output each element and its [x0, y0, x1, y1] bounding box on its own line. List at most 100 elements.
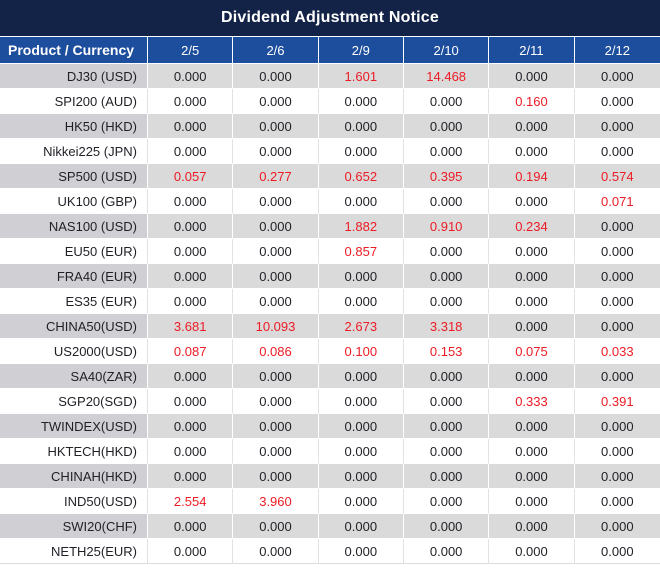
value-cell: 0.000 [574, 514, 660, 539]
value-cell: 0.000 [148, 89, 234, 114]
value-cell: 3.318 [403, 314, 490, 339]
value-cell: 0.000 [574, 139, 660, 164]
value-cell: 0.000 [233, 389, 319, 414]
table-row: CHINA50(USD) 3.681 10.093 2.673 3.318 0.000 0… [0, 314, 660, 339]
value-cell: 0.000 [233, 539, 319, 564]
value-cell: 0.000 [489, 414, 575, 439]
table-row: NETH25(EUR) 0.000 0.000 0.000 0.000 0.000 0.0… [0, 539, 660, 564]
value-cell: 0.000 [403, 514, 490, 539]
value-cell: 0.333 [489, 389, 575, 414]
value-cell: 0.000 [574, 89, 660, 114]
table-row: Nikkei225 (JPN) 0.000 0.000 0.000 0.000 0.00… [0, 139, 660, 164]
value-cell: 0.000 [148, 139, 234, 164]
value-cell: 0.000 [574, 64, 660, 89]
value-cell: 0.000 [233, 364, 319, 389]
value-cell: 0.000 [318, 439, 404, 464]
value-cell: 0.000 [574, 239, 660, 264]
value-cell: 0.000 [233, 64, 319, 89]
value-cell: 0.000 [233, 464, 319, 489]
value-cell: 0.574 [574, 164, 660, 189]
value-cell: 0.000 [489, 514, 575, 539]
table-row: UK100 (GBP) 0.000 0.000 0.000 0.000 0.000 0.0… [0, 189, 660, 214]
value-cell: 0.652 [318, 164, 404, 189]
value-cell: 0.000 [403, 364, 490, 389]
product-cell: SP500 (USD) [0, 164, 148, 189]
table-row: HKTECH(HKD) 0.000 0.000 0.000 0.000 0.000 0.0… [0, 439, 660, 464]
value-cell: 0.000 [148, 414, 234, 439]
table-head: Product / Currency 2/5 2/6 2/9 2/10 2/11 2/12 [0, 37, 660, 64]
value-cell: 0.000 [489, 264, 575, 289]
value-cell: 0.000 [148, 214, 234, 239]
value-cell: 0.086 [233, 339, 319, 364]
table-row: HK50 (HKD) 0.000 0.000 0.000 0.000 0.000 0.00… [0, 114, 660, 139]
value-cell: 3.960 [233, 489, 319, 514]
product-cell: EU50 (EUR) [0, 239, 148, 264]
value-cell: 0.000 [574, 539, 660, 564]
value-cell: 0.000 [574, 214, 660, 239]
value-cell: 0.000 [403, 414, 490, 439]
dividend-table: Product / Currency 2/5 2/6 2/9 2/10 2/11 2/12… [0, 37, 660, 564]
value-cell: 2.673 [318, 314, 404, 339]
value-cell: 0.000 [148, 289, 234, 314]
product-cell: SWI20(CHF) [0, 514, 148, 539]
value-cell: 0.000 [233, 439, 319, 464]
table-row: EU50 (EUR) 0.000 0.000 0.857 0.000 0.000 0.00… [0, 239, 660, 264]
value-cell: 0.234 [489, 214, 575, 239]
value-cell: 0.000 [148, 464, 234, 489]
value-cell: 0.000 [489, 189, 575, 214]
product-cell: HK50 (HKD) [0, 114, 148, 139]
product-cell: US2000(USD) [0, 339, 148, 364]
value-cell: 0.000 [318, 89, 404, 114]
product-cell: SGP20(SGD) [0, 389, 148, 414]
value-cell: 0.000 [233, 189, 319, 214]
table-row: IND50(USD) 2.554 3.960 0.000 0.000 0.000 0.00… [0, 489, 660, 514]
value-cell: 0.000 [148, 514, 234, 539]
value-cell: 0.033 [574, 339, 660, 364]
date-column-header: 2/10 [403, 37, 490, 64]
value-cell: 0.075 [489, 339, 575, 364]
value-cell: 0.000 [489, 64, 575, 89]
table-body: DJ30 (USD) 0.000 0.000 1.601 14.468 0.000 0.0… [0, 64, 660, 564]
value-cell: 0.000 [574, 489, 660, 514]
value-cell: 2.554 [148, 489, 234, 514]
value-cell: 0.153 [403, 339, 490, 364]
value-cell: 0.000 [574, 114, 660, 139]
product-cell: DJ30 (USD) [0, 64, 148, 89]
value-cell: 0.000 [148, 189, 234, 214]
value-cell: 0.000 [318, 414, 404, 439]
table-row: TWINDEX(USD) 0.000 0.000 0.000 0.000 0.000 0.… [0, 414, 660, 439]
value-cell: 0.000 [489, 314, 575, 339]
value-cell: 0.000 [574, 364, 660, 389]
value-cell: 0.000 [148, 114, 234, 139]
value-cell: 0.000 [403, 289, 490, 314]
value-cell: 0.000 [489, 439, 575, 464]
value-cell: 0.000 [318, 189, 404, 214]
value-cell: 0.000 [574, 289, 660, 314]
value-cell: 0.000 [574, 439, 660, 464]
value-cell: 0.000 [148, 364, 234, 389]
value-cell: 0.000 [403, 189, 490, 214]
value-cell: 0.000 [489, 239, 575, 264]
value-cell: 0.000 [489, 364, 575, 389]
table-row: CHINAH(HKD) 0.000 0.000 0.000 0.000 0.000 0.0… [0, 464, 660, 489]
date-column-header: 2/5 [148, 37, 234, 64]
value-cell: 0.000 [233, 514, 319, 539]
value-cell: 0.000 [148, 389, 234, 414]
product-cell: NETH25(EUR) [0, 539, 148, 564]
value-cell: 0.000 [318, 389, 404, 414]
value-cell: 0.000 [148, 439, 234, 464]
value-cell: 0.000 [403, 439, 490, 464]
header-row: Product / Currency 2/5 2/6 2/9 2/10 2/11 2/12 [0, 37, 660, 64]
product-cell: Nikkei225 (JPN) [0, 139, 148, 164]
table-row: SWI20(CHF) 0.000 0.000 0.000 0.000 0.000 0.00… [0, 514, 660, 539]
table-row: SPI200 (AUD) 0.000 0.000 0.000 0.000 0.160 0.… [0, 89, 660, 114]
table-row: SP500 (USD) 0.057 0.277 0.652 0.395 0.194 0.5… [0, 164, 660, 189]
value-cell: 0.000 [489, 139, 575, 164]
date-column-header: 2/11 [489, 37, 575, 64]
value-cell: 0.000 [233, 89, 319, 114]
value-cell: 14.468 [403, 64, 490, 89]
value-cell: 0.000 [318, 289, 404, 314]
product-cell: FRA40 (EUR) [0, 264, 148, 289]
product-cell: SPI200 (AUD) [0, 89, 148, 114]
value-cell: 0.000 [233, 289, 319, 314]
